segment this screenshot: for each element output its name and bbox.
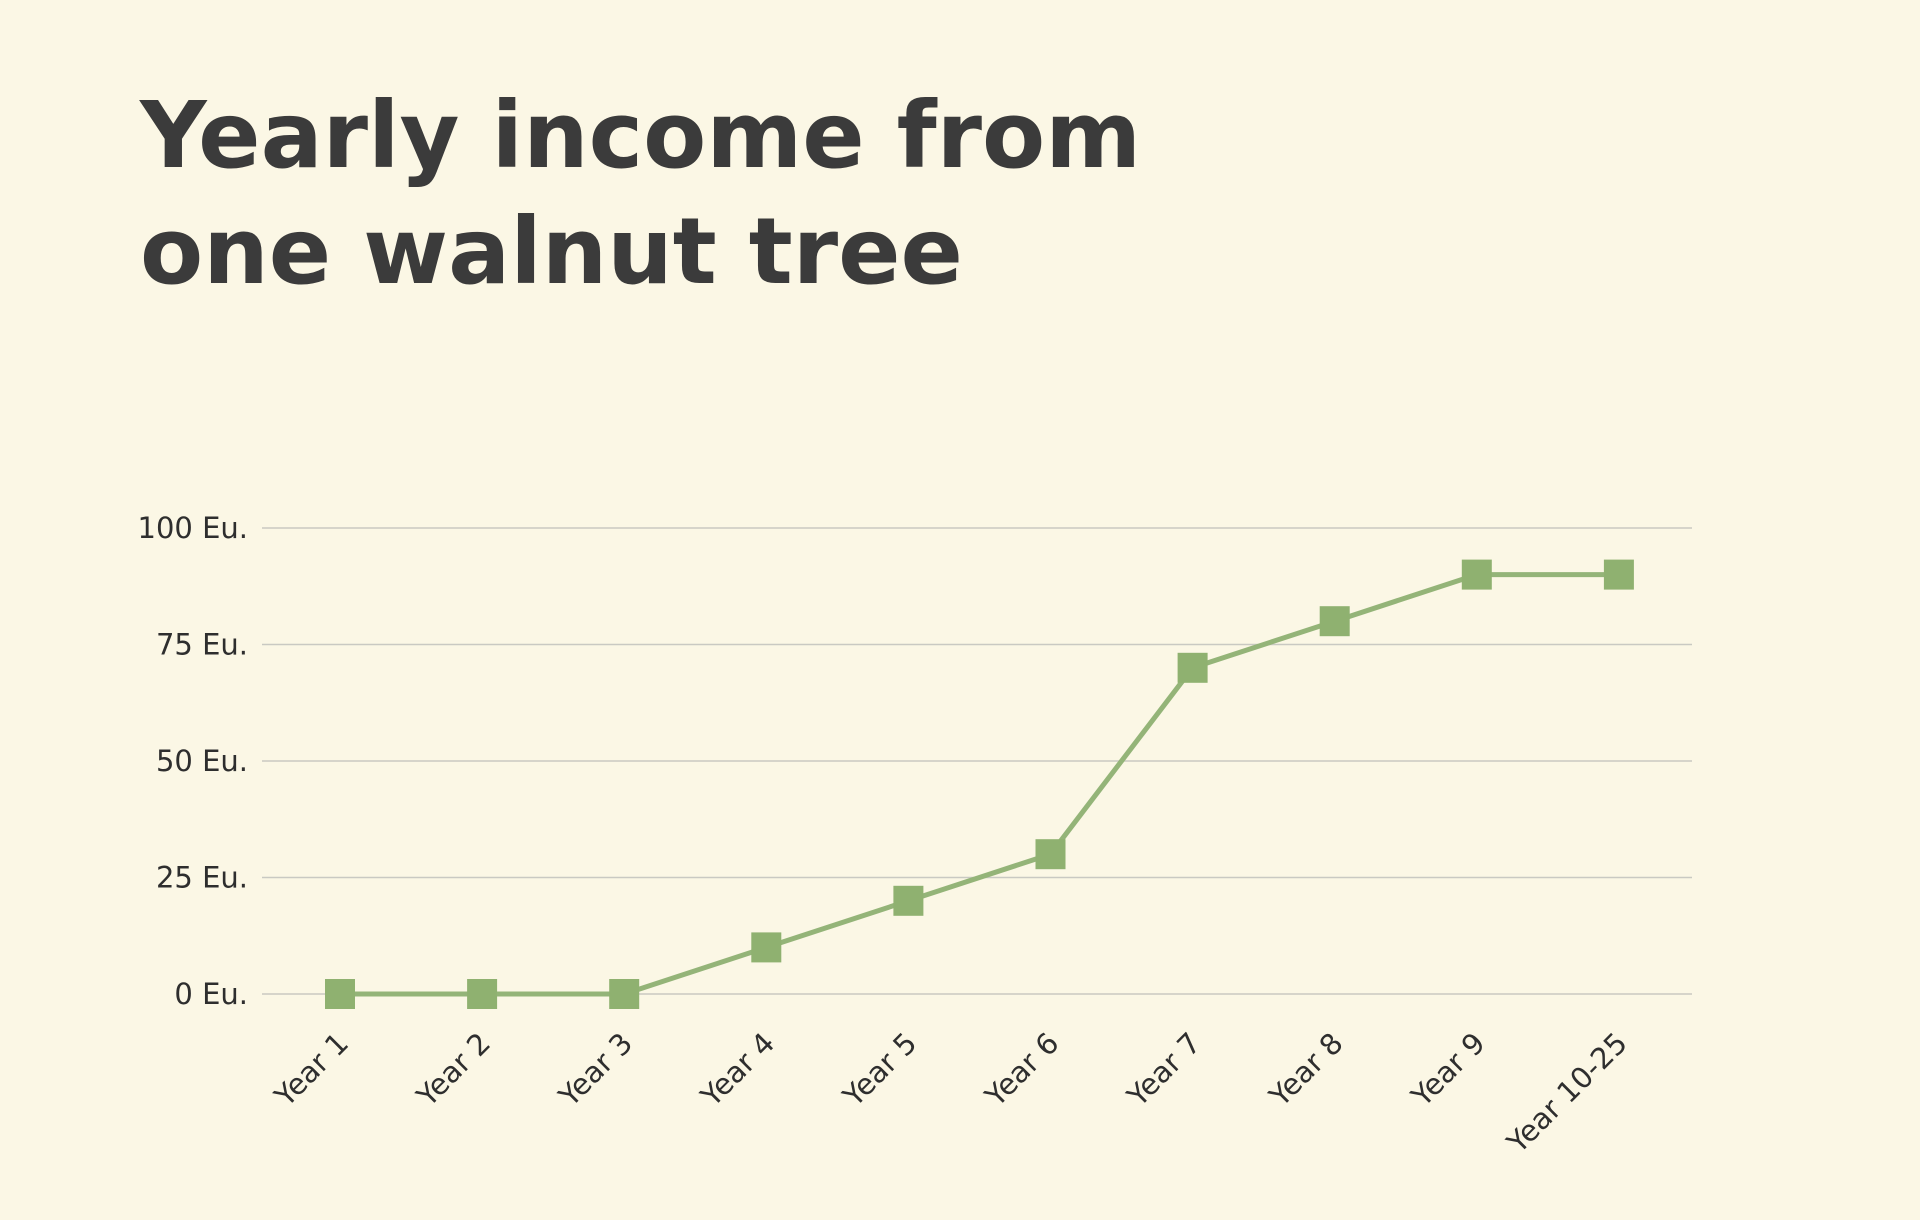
x-tick-label: Year 6 xyxy=(978,1026,1066,1114)
data-point-marker xyxy=(1319,606,1350,637)
x-tick-label: Year 8 xyxy=(1262,1026,1350,1114)
data-point-marker xyxy=(893,885,924,916)
data-point-marker xyxy=(1461,559,1492,590)
x-tick-label: Year 3 xyxy=(551,1026,639,1114)
data-point-marker xyxy=(609,979,640,1009)
x-tick-label: Year 2 xyxy=(409,1026,497,1114)
data-point-marker xyxy=(1177,652,1208,683)
data-point-marker xyxy=(1603,559,1634,590)
x-tick-label: Year 10-25 xyxy=(1500,1026,1634,1160)
data-point-marker xyxy=(467,979,498,1009)
x-tick-label: Year 7 xyxy=(1120,1026,1208,1114)
y-tick-label: 100 Eu. xyxy=(138,511,249,545)
data-point-marker xyxy=(325,979,355,1009)
chart-title: Yearly income from one walnut tree xyxy=(140,82,1142,305)
y-tick-label: 0 Eu. xyxy=(174,977,248,1011)
data-line xyxy=(337,572,1622,997)
x-tick-label: Year 9 xyxy=(1404,1026,1492,1114)
data-point-marker xyxy=(1035,839,1066,870)
y-tick-label: 50 Eu. xyxy=(156,744,248,778)
x-tick-label: Year 1 xyxy=(267,1026,355,1114)
y-tick-label: 25 Eu. xyxy=(156,861,248,895)
data-point-marker xyxy=(751,932,782,963)
x-tick-label: Year 4 xyxy=(694,1026,782,1114)
y-tick-label: 75 Eu. xyxy=(156,628,248,662)
x-tick-label: Year 5 xyxy=(836,1026,924,1114)
